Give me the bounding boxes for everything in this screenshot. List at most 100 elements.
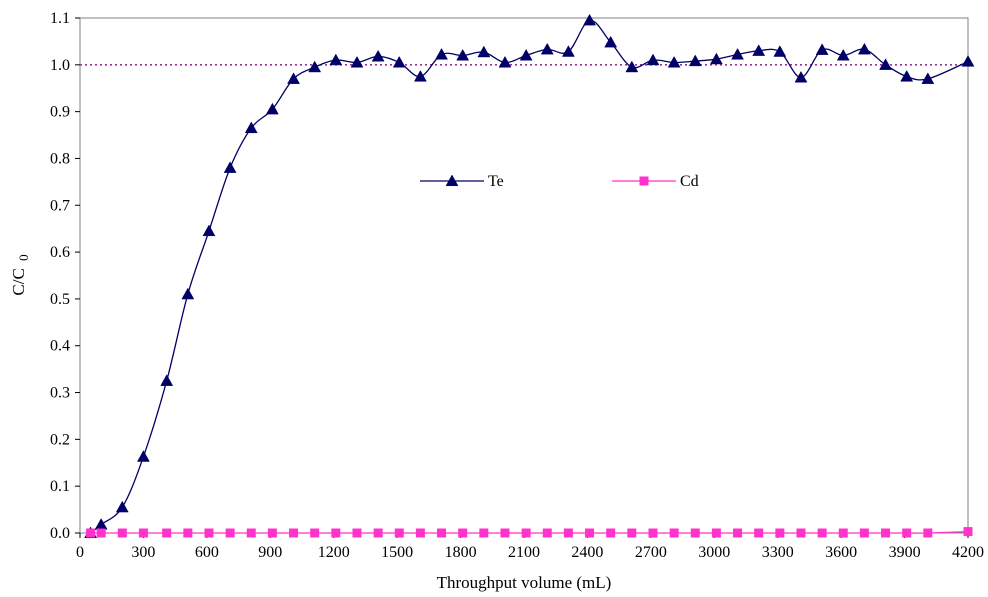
data-point-cd-13 bbox=[352, 528, 362, 538]
data-point-te-14 bbox=[371, 49, 385, 62]
data-point-te-6 bbox=[202, 224, 216, 237]
data-point-te-31 bbox=[731, 48, 744, 60]
y-tick-label-4: 0.4 bbox=[50, 338, 70, 355]
plot-area-frame bbox=[79, 17, 969, 534]
x-tick-label-2: 600 bbox=[195, 544, 219, 561]
legend-label-te: Te bbox=[488, 173, 504, 190]
data-point-te-17 bbox=[435, 48, 448, 60]
x-tick-label-0: 0 bbox=[76, 544, 84, 561]
x-tick-label-14: 4200 bbox=[952, 544, 984, 561]
data-point-cd-15 bbox=[394, 528, 404, 538]
data-point-te-20 bbox=[498, 55, 512, 68]
data-point-cd-33 bbox=[775, 528, 785, 538]
data-point-cd-3 bbox=[138, 528, 148, 538]
series-line-te bbox=[90, 19, 969, 534]
data-point-te-12 bbox=[329, 53, 343, 66]
data-point-cd-19 bbox=[479, 528, 489, 538]
y-tick-label-2: 0.2 bbox=[50, 431, 70, 448]
data-point-te-22 bbox=[540, 42, 554, 55]
x-tick-label-9: 2700 bbox=[635, 544, 667, 561]
data-point-cd-31 bbox=[733, 528, 743, 538]
x-tick-label-3: 900 bbox=[258, 544, 282, 561]
data-point-te-30 bbox=[709, 52, 723, 65]
data-point-cd-24 bbox=[585, 528, 595, 538]
legend: Te Cd bbox=[420, 173, 699, 190]
data-point-cd-7 bbox=[225, 528, 235, 538]
data-point-cd-18 bbox=[458, 528, 468, 538]
data-point-cd-25 bbox=[606, 528, 616, 538]
data-point-te-21 bbox=[519, 48, 533, 61]
data-point-cd-4 bbox=[162, 528, 172, 538]
x-tick-label-5: 1500 bbox=[381, 544, 413, 561]
data-point-cd-10 bbox=[289, 528, 299, 538]
x-tick-label-8: 2400 bbox=[571, 544, 603, 561]
x-tick-label-6: 1800 bbox=[445, 544, 477, 561]
x-tick-label-1: 300 bbox=[131, 544, 155, 561]
data-point-te-11 bbox=[308, 60, 322, 73]
data-point-cd-17 bbox=[437, 528, 447, 538]
x-axis-label: Throughput volume (mL) bbox=[437, 573, 612, 592]
data-point-te-3 bbox=[137, 450, 150, 462]
data-point-cd-29 bbox=[690, 528, 700, 538]
data-point-cd-2 bbox=[117, 528, 127, 538]
y-axis-label: C/C 0 bbox=[9, 254, 31, 295]
data-point-cd-8 bbox=[246, 528, 256, 538]
data-point-te-10 bbox=[287, 72, 300, 84]
series-te bbox=[84, 13, 975, 539]
data-point-te-1 bbox=[94, 518, 108, 530]
legend-label-cd: Cd bbox=[680, 173, 699, 190]
data-point-cd-38 bbox=[881, 528, 891, 538]
data-point-cd-21 bbox=[521, 528, 531, 538]
y-tick-label-6: 0.6 bbox=[50, 244, 70, 261]
data-point-te-7 bbox=[223, 161, 237, 173]
data-point-cd-9 bbox=[267, 528, 277, 538]
data-point-cd-40 bbox=[923, 528, 933, 538]
data-point-te-9 bbox=[265, 102, 279, 115]
legend-marker-te bbox=[445, 174, 459, 187]
data-point-cd-32 bbox=[754, 528, 764, 538]
data-point-te-24 bbox=[583, 13, 596, 26]
legend-marker-cd bbox=[639, 176, 649, 186]
data-point-cd-36 bbox=[838, 528, 848, 538]
x-tick-label-11: 3300 bbox=[762, 544, 794, 561]
y-axis-label-subscript: 0 bbox=[16, 254, 31, 261]
data-point-te-27 bbox=[646, 53, 660, 66]
y-tick-label-10: 1.0 bbox=[50, 57, 70, 74]
data-point-te-28 bbox=[667, 55, 681, 68]
x-tick-label-13: 3900 bbox=[889, 544, 921, 561]
y-tick-label-1: 0.1 bbox=[50, 478, 70, 495]
data-point-te-36 bbox=[836, 48, 850, 61]
data-point-te-25 bbox=[604, 35, 618, 48]
data-point-cd-1 bbox=[96, 528, 106, 538]
data-point-te-33 bbox=[773, 45, 787, 57]
x-tick-label-10: 3000 bbox=[698, 544, 730, 561]
y-tick-label-11: 1.1 bbox=[50, 10, 70, 27]
series-layer bbox=[84, 13, 975, 539]
series-cd bbox=[86, 527, 973, 538]
x-tick-label-7: 2100 bbox=[508, 544, 540, 561]
data-point-te-19 bbox=[477, 45, 491, 58]
data-point-te-26 bbox=[625, 60, 639, 73]
data-point-cd-35 bbox=[817, 528, 827, 538]
data-point-te-40 bbox=[921, 72, 935, 84]
data-point-te-35 bbox=[815, 43, 829, 55]
data-point-cd-16 bbox=[415, 528, 425, 538]
data-point-te-13 bbox=[350, 55, 364, 68]
data-point-cd-22 bbox=[542, 528, 552, 538]
data-point-cd-20 bbox=[500, 528, 510, 538]
y-axis-label-main: C/C bbox=[9, 268, 28, 295]
data-point-te-2 bbox=[115, 500, 129, 513]
data-point-te-15 bbox=[392, 55, 406, 68]
y-tick-label-3: 0.3 bbox=[50, 385, 70, 402]
data-point-te-4 bbox=[160, 374, 174, 386]
data-point-te-8 bbox=[244, 121, 258, 134]
data-point-cd-34 bbox=[796, 528, 806, 538]
data-point-cd-6 bbox=[204, 528, 214, 538]
x-axis: 0 300 600 900 1200 1500 1800 2100 2400 2700 3000 33… bbox=[76, 533, 984, 561]
data-point-cd-14 bbox=[373, 528, 383, 538]
data-point-cd-39 bbox=[902, 528, 912, 538]
data-point-cd-11 bbox=[310, 528, 320, 538]
data-point-te-23 bbox=[561, 45, 575, 57]
